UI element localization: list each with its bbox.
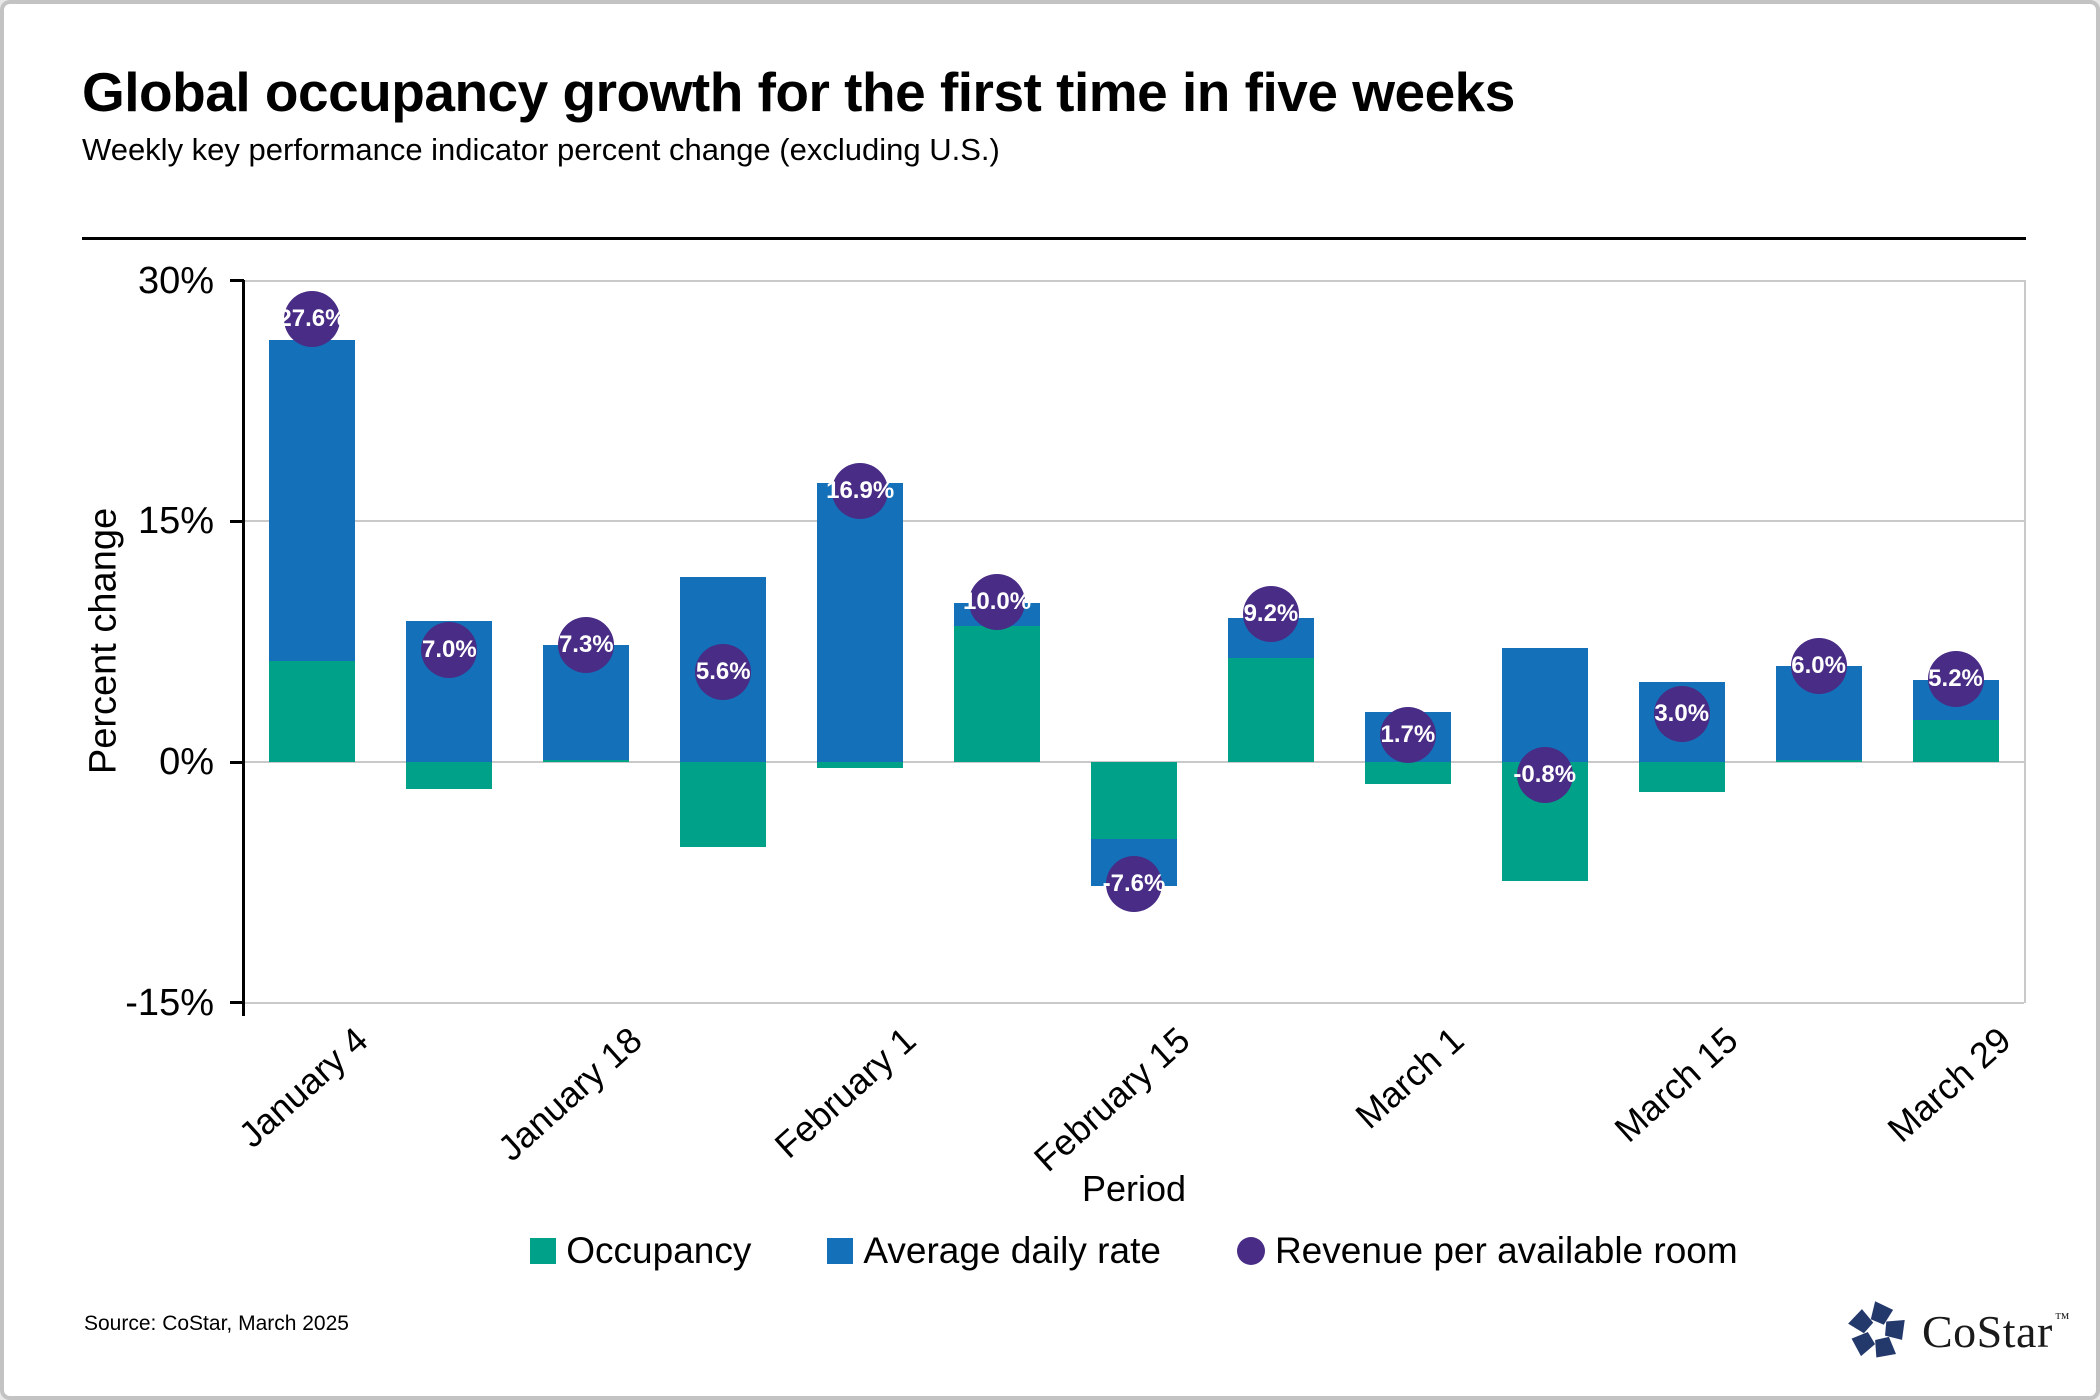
adr-swatch-icon [827, 1238, 854, 1264]
plot-right-border [2024, 280, 2026, 1003]
revpar-dot: 3.0% [1653, 685, 1710, 742]
x-tick-label-text: February 1 [766, 1019, 924, 1166]
revpar-dot-icon [1236, 1237, 1265, 1265]
revpar-dot-label: 27.6% [278, 305, 347, 333]
bar-occupancy-segment [269, 660, 356, 762]
y-tick-label: 30% [137, 259, 214, 302]
y-axis-tick [230, 1001, 244, 1005]
revpar-dot: 9.2% [1242, 586, 1299, 643]
x-axis-tick [242, 1003, 245, 1016]
bar-occupancy-segment [1227, 657, 1314, 762]
y-tick-label: -15% [125, 981, 214, 1024]
revpar-dot-label: 7.3% [558, 630, 614, 658]
revpar-dot-label: 5.2% [1928, 664, 1983, 692]
bar-occupancy-segment [1638, 762, 1725, 793]
gridline [244, 279, 2024, 282]
bar-occupancy-segment [1912, 720, 1999, 762]
x-tick-label-text: March 29 [1880, 1019, 2019, 1150]
bar-adr-segment [1501, 648, 1588, 762]
revpar-dot: 7.3% [558, 616, 615, 673]
bar-occupancy-segment [543, 760, 630, 762]
costar-logo: CoStar ™ [1846, 1300, 2070, 1362]
costar-logo-text: CoStar ™ [1922, 1305, 2070, 1357]
gridline [244, 520, 2024, 523]
revpar-dot: 1.7% [1379, 706, 1436, 763]
revpar-dot: -7.6% [1103, 855, 1165, 912]
revpar-dot: 10.0% [963, 573, 1031, 630]
x-tick-label-text: March 1 [1347, 1019, 1472, 1137]
bar-adr-segment [817, 482, 904, 762]
bar-adr-segment [269, 339, 356, 661]
x-tick-label-text: January 18 [489, 1019, 650, 1169]
revpar-dot-label: 6.0% [1791, 651, 1846, 679]
legend-label-occupancy: Occupancy [566, 1230, 752, 1271]
y-tick-label: 0% [159, 741, 214, 783]
bar-occupancy-segment [680, 762, 767, 848]
revpar-dot: 7.0% [421, 621, 478, 678]
x-axis-title: Period [1081, 1168, 1187, 1209]
revpar-dot: 27.6% [278, 291, 346, 348]
source-note: Source: CoStar, March 2025 [84, 1312, 349, 1335]
y-tick-label: 15% [137, 500, 214, 543]
kpi-stacked-bar-chart: Percent change Period 30% 15% 0% -15% 27.6% J… [4, 4, 2096, 1396]
x-tick-label-text: March 15 [1606, 1019, 1746, 1150]
revpar-dot-label: 7.0% [422, 635, 477, 663]
revpar-dot-label: 9.2% [1243, 600, 1299, 628]
legend-item-occupancy: Occupancy [530, 1230, 751, 1272]
bar-occupancy-segment [954, 625, 1041, 762]
gridline [244, 1001, 2024, 1004]
y-axis-tick [230, 760, 244, 764]
y-axis-tick [230, 519, 244, 523]
revpar-dot-label: -0.8% [1513, 760, 1577, 788]
revpar-dot-label: 1.7% [1380, 720, 1436, 748]
revpar-dot: 6.0% [1790, 637, 1847, 694]
bar-occupancy-segment [1091, 762, 1177, 840]
y-axis-title: Percent change [82, 507, 125, 775]
bar-occupancy-segment [1364, 762, 1451, 785]
revpar-dot-label: 16.9% [826, 476, 895, 504]
y-axis-tick [230, 279, 244, 282]
header-divider [82, 237, 2026, 240]
bar-occupancy-segment [406, 762, 493, 790]
bar-occupancy-segment [1775, 760, 1862, 762]
y-axis-line [242, 280, 245, 1005]
revpar-dot: 16.9% [826, 462, 894, 519]
bar-occupancy-segment [817, 762, 904, 769]
revpar-dot: -0.8% [1513, 746, 1576, 803]
trademark-symbol: ™ [2054, 1310, 2070, 1327]
x-tick-label-text: January 4 [230, 1019, 376, 1156]
legend-item-adr: Average daily rate [827, 1230, 1161, 1272]
legend-item-revpar: Revenue per available room [1236, 1230, 1738, 1272]
revpar-dot-label: 10.0% [963, 587, 1032, 615]
revpar-dot: 5.2% [1927, 650, 1984, 707]
revpar-dot-label: 3.0% [1654, 699, 1710, 727]
costar-pinwheel-icon [1848, 1301, 1905, 1358]
chart-legend: Occupancy Average daily rate Revenue per… [244, 1230, 2024, 1272]
page-title: Global occupancy growth for the first ti… [82, 61, 1515, 123]
page-subtitle: Weekly key performance indicator percent… [82, 132, 1000, 167]
revpar-dot-label: -7.6% [1102, 869, 1166, 897]
legend-label-adr: Average daily rate [863, 1230, 1161, 1271]
legend-label-revpar: Revenue per available room [1274, 1230, 1738, 1271]
revpar-dot-label: 5.6% [695, 658, 751, 686]
occupancy-swatch-icon [530, 1238, 557, 1264]
revpar-dot: 5.6% [695, 644, 752, 701]
x-tick-label-text: February 15 [1025, 1019, 1198, 1180]
